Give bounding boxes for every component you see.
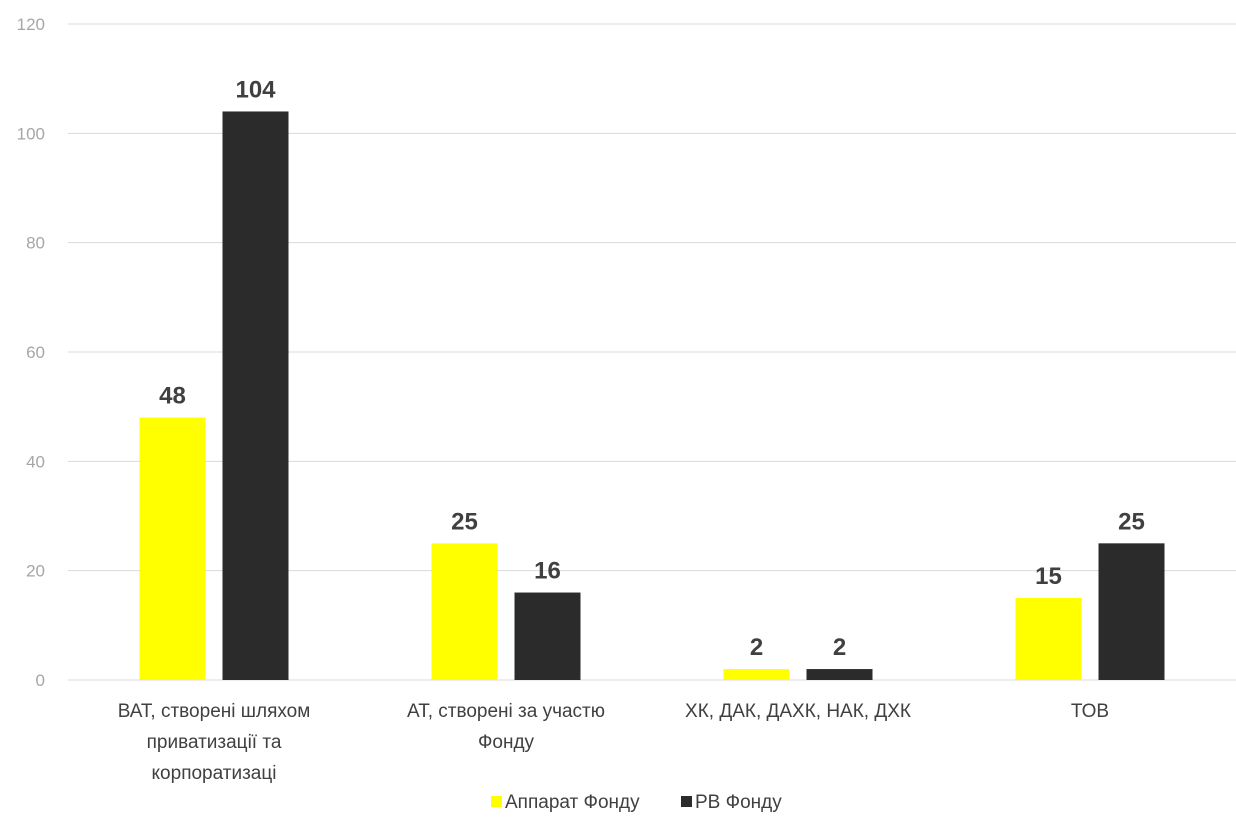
y-tick-label: 20	[26, 562, 45, 581]
data-label: 104	[235, 76, 276, 103]
legend-swatch-rv	[681, 796, 692, 807]
data-label: 15	[1035, 563, 1062, 590]
y-tick-label: 60	[26, 343, 45, 362]
y-tick-label: 80	[26, 234, 45, 253]
x-category-label: АТ, створені за участю	[407, 701, 605, 722]
bar-rv-2	[806, 669, 873, 680]
x-category-label: ТОВ	[1071, 701, 1109, 722]
bar-rv-0	[222, 111, 289, 680]
data-label: 2	[833, 634, 846, 661]
y-tick-label: 100	[17, 124, 45, 143]
bar-apparat-0	[139, 417, 206, 680]
y-tick-label: 40	[26, 452, 45, 471]
bar-rv-3	[1098, 543, 1165, 680]
data-label: 16	[534, 558, 561, 585]
bar-rv-1	[514, 592, 581, 680]
y-tick-label: 0	[36, 671, 45, 690]
bar-apparat-1	[431, 543, 498, 680]
data-label: 25	[451, 508, 478, 535]
x-category-label: ХК, ДАК, ДАХК, НАК, ДХК	[685, 701, 911, 722]
bar-apparat-2	[723, 669, 790, 680]
data-label: 25	[1118, 508, 1145, 535]
legend-swatch-apparat	[491, 796, 502, 807]
y-tick-label: 120	[17, 15, 45, 34]
data-label: 2	[750, 634, 763, 661]
legend-label-rv: РВ Фонду	[695, 792, 782, 813]
x-category-label: приватизації та	[147, 732, 282, 753]
legend-label-apparat: Аппарат Фонду	[505, 792, 640, 813]
x-category-label: ВАТ, створені шляхом	[118, 701, 311, 722]
x-category-label: корпоратизаці	[152, 763, 277, 784]
x-category-label: Фонду	[478, 732, 535, 753]
data-label: 48	[159, 383, 186, 410]
bar-apparat-3	[1015, 598, 1082, 680]
